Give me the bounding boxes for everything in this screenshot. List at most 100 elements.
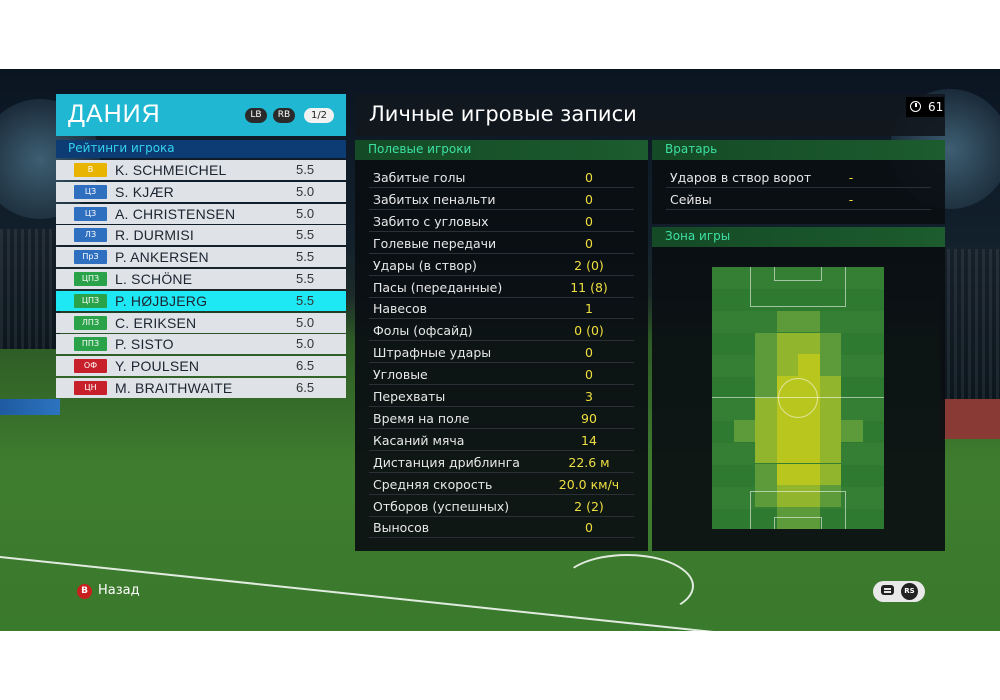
player-row[interactable]: ЦЗ S. KJÆR 5.0 [56,181,346,202]
stat-label: Навесов [373,301,428,317]
player-rating: 5.0 [296,205,315,221]
stat-value: 1 [585,301,593,317]
stat-value: 90 [581,410,597,426]
stat-label: Забитых пенальти [373,191,496,207]
position-badge: ЦПЗ [74,293,107,308]
stat-label: Перехваты [373,389,446,404]
heatmap-cell [776,507,798,529]
position-badge: ЛПЗ [74,315,107,330]
stat-row: Удары (в створ) 2 (0) [369,254,634,276]
stat-value: 0 [585,367,593,383]
player-row[interactable]: В K. SCHMEICHEL 5.5 [56,160,346,180]
player-rating: 5.5 [296,249,315,265]
heatmap-cell [819,441,841,464]
heatmap-cell [819,463,841,486]
back-button-icon[interactable]: B [77,584,92,599]
stat-value: 3 [585,389,593,404]
player-name: K. SCHMEICHEL [115,162,227,178]
stat-row: Перехваты 3 [369,385,634,407]
stat-label: Пасы (переданные) [373,279,503,295]
field-players-panel: Полевые игроки Забитые голы 0 Забитых пена… [355,140,648,551]
pitch-arc [560,554,694,618]
heatmap-cell [819,398,841,420]
stat-value: - [848,170,854,185]
player-row[interactable]: ЦЗ A. CHRISTENSEN 5.0 [56,203,346,224]
player-name: P. SISTO [115,336,174,353]
player-rating: 5.5 [296,292,315,308]
stat-label: Сейвы [670,191,712,207]
player-row[interactable]: ПрЗ P. ANKERSEN 5.5 [56,247,346,268]
heatmap-cell [776,485,798,508]
field-players-header: Полевые игроки [355,140,648,160]
heatmap-cell [798,507,820,529]
heatmap-cell [776,463,798,486]
player-name: L. SCHÖNE [115,270,193,287]
rb-button[interactable]: RB [273,108,295,123]
chat-icon[interactable] [881,585,894,595]
player-rating: 5.0 [296,183,315,199]
position-badge: ППЗ [74,337,107,352]
position-badge: ЦЗ [74,184,107,199]
heatmap-cell [819,354,841,377]
heatmap-cell [776,310,798,333]
ad-board [0,399,60,415]
heatmap-cell [841,419,863,442]
position-badge: В [74,163,107,177]
pitch-stripe [712,289,884,311]
stat-value: 0 [585,191,593,207]
play-zone-title: Зона игры [665,229,731,243]
player-rating: 6.5 [296,358,315,374]
player-rating: 6.5 [296,379,315,395]
chat-control[interactable]: RS [873,581,925,602]
player-row[interactable]: ЦПЗ L. SCHÖNE 5.5 [56,268,346,289]
stat-row: Голевые передачи 0 [369,232,634,254]
team-name: ДАНИЯ [68,100,161,128]
heatmap-cell [755,354,777,377]
goalkeeper-title: Вратарь [665,142,718,156]
player-row[interactable]: ЦПЗ P. HØJBJERG 5.5 [56,290,346,311]
stat-value: 11 (8) [570,279,608,295]
pitch-line [0,556,995,631]
heatmap-pitch [712,267,884,529]
lb-button[interactable]: LB [245,108,267,123]
right-stick-icon[interactable]: RS [901,583,918,600]
stat-label: Касаний мяча [373,432,465,448]
page-title: Личные игровые записи [369,102,637,126]
stat-row: Пасы (переданные) 11 (8) [369,276,634,298]
position-badge: ЦН [74,380,107,395]
player-row[interactable]: ППЗ P. SISTO 5.0 [56,334,346,355]
player-name: Y. POULSEN [115,358,200,375]
heatmap-cell [776,419,798,442]
goal-area-top [774,267,822,281]
ratings-header: Рейтинги игрока [56,140,346,158]
stat-value: 20.0 км/ч [558,476,620,492]
heatmap-cell [819,332,841,355]
player-row[interactable]: ЛЗ R. DURMISI 5.5 [56,225,346,246]
player-name: S. KJÆR [115,183,174,200]
player-row[interactable]: ЦН M. BRAITHWAITE 6.5 [56,377,346,398]
player-rating: 5.0 [296,336,315,352]
stat-value: 0 [585,213,593,229]
stat-label: Голевые передачи [373,235,497,251]
heatmap-cell [755,398,777,420]
penalty-box-top [750,267,846,307]
heatmap-cell [776,441,798,464]
player-row[interactable]: ЛПЗ C. ERIKSEN 5.0 [56,312,346,333]
timer-value: 61 [928,100,944,114]
goalkeeper-panel: Вратарь Ударов в створ ворот - Сейвы - [652,140,945,224]
page-indicator: 1/2 [304,108,334,123]
play-zone-panel: Зона игры [652,227,945,551]
player-row[interactable]: ОФ Y. POULSEN 6.5 [56,356,346,377]
stat-row: Штрафные удары 0 [369,341,634,364]
heatmap-cell [755,376,777,398]
back-button-label[interactable]: Назад [98,583,140,598]
stat-label: Фолы (офсайд) [373,323,473,339]
stat-label: Выносов [373,520,430,536]
stat-value: 0 [585,235,593,251]
match-timer: 61 [906,97,944,117]
player-name: P. ANKERSEN [115,249,209,266]
heatmap-cell [798,485,820,508]
stat-row: Средняя скорость 20.0 км/ч [369,473,634,495]
play-zone-header: Зона игры [652,227,945,247]
center-circle [778,378,818,418]
